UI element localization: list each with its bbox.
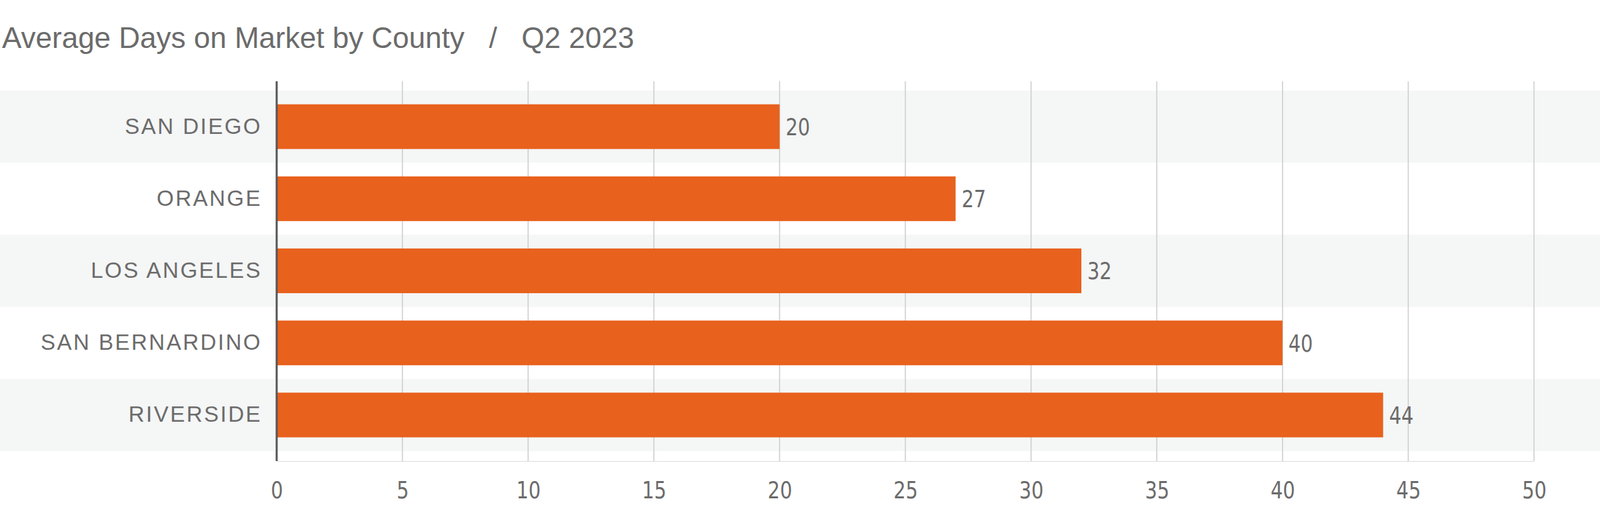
x-tick: 0 — [270, 461, 283, 504]
data-label: 32 — [1087, 257, 1112, 286]
category-label: SAN DIEGO — [124, 114, 262, 139]
bar — [276, 320, 1283, 366]
bar — [276, 176, 956, 222]
chart: Average Days on Market by County / Q2 20… — [0, 0, 1600, 531]
data-label: 40 — [1288, 330, 1314, 358]
data-label: 20 — [785, 113, 810, 142]
x-tick-label: 45 — [1396, 476, 1422, 504]
x-tick-label: 15 — [642, 476, 667, 504]
y-tick: SAN BERNARDINO — [40, 330, 277, 355]
x-tick-label: 30 — [1019, 476, 1044, 504]
row-band — [0, 234, 1600, 307]
x-axis: 0 5 10 15 20 25 30 35 40 45 50 — [270, 461, 1546, 504]
baseline — [276, 81, 278, 462]
x-tick-label: 35 — [1144, 476, 1170, 504]
y-tick: ORANGE — [156, 186, 277, 211]
row-band — [0, 90, 1600, 163]
bar — [276, 248, 1082, 294]
x-tick-label: 25 — [893, 476, 918, 504]
grid — [276, 81, 1534, 462]
y-axis: SAN DIEGO ORANGE LOS ANGELES SAN BERNARDINO… — [40, 114, 277, 428]
x-tick-label: 0 — [270, 476, 283, 504]
x-tick: 15 — [642, 461, 667, 504]
x-tick: 50 — [1522, 461, 1547, 504]
grid-line — [1533, 81, 1535, 462]
data-label: 44 — [1389, 402, 1414, 430]
category-label: ORANGE — [156, 186, 262, 211]
x-tick: 30 — [1019, 461, 1044, 504]
x-axis-line — [277, 461, 1535, 462]
x-tick-label: 20 — [768, 476, 793, 504]
x-tick-label: 40 — [1270, 476, 1296, 504]
x-tick: 10 — [516, 461, 541, 504]
y-tick: SAN DIEGO — [124, 114, 277, 139]
x-tick: 20 — [768, 461, 793, 504]
title: Average Days on Market by County / Q2 20… — [2, 21, 634, 54]
row-bands — [0, 90, 1600, 452]
data-label: 27 — [961, 185, 986, 214]
x-tick: 5 — [396, 461, 409, 504]
data-labels: 20 27 32 40 44 — [785, 113, 1414, 430]
x-tick-label: 10 — [516, 476, 541, 504]
grid-line — [276, 81, 278, 462]
bars — [276, 104, 1384, 438]
category-label: RIVERSIDE — [128, 402, 262, 427]
category-label: SAN BERNARDINO — [40, 330, 262, 355]
x-tick: 35 — [1144, 461, 1170, 504]
x-tick: 40 — [1270, 461, 1296, 504]
y-tick: LOS ANGELES — [90, 258, 277, 283]
bar — [276, 104, 780, 150]
x-tick-label: 50 — [1522, 476, 1547, 504]
x-tick-label: 5 — [396, 476, 409, 504]
category-label: LOS ANGELES — [90, 258, 262, 283]
row-band — [0, 379, 1600, 452]
x-tick: 45 — [1396, 461, 1422, 504]
x-tick: 25 — [893, 461, 918, 504]
bar — [276, 392, 1384, 438]
y-tick: RIVERSIDE — [128, 402, 277, 427]
